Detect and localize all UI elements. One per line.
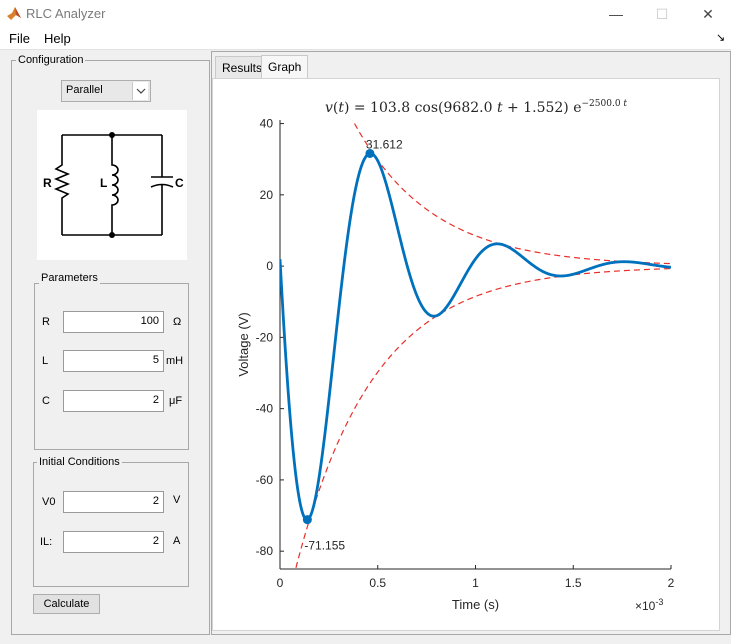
c-label: C xyxy=(42,395,50,407)
extrema-markers: 31.612 -71.155 xyxy=(302,137,403,553)
v0-label: V0 xyxy=(42,496,56,508)
y-tick-label: 40 xyxy=(260,117,274,131)
circuit-diagram: R L C xyxy=(37,110,187,260)
title-bar: RLC Analyzer — ☐ ✕ xyxy=(0,0,731,28)
x-axis-multiplier: ×10-3 xyxy=(635,597,663,613)
close-icon: ✕ xyxy=(702,5,714,22)
x-tick-label: 0 xyxy=(277,576,284,590)
parallel-rlc-schematic: R L C xyxy=(43,132,184,238)
plot-area xyxy=(280,120,671,569)
capacitor-label: C xyxy=(175,176,184,190)
configuration-panel xyxy=(11,60,210,635)
upper-envelope-line xyxy=(351,120,671,265)
window-title: RLC Analyzer xyxy=(26,6,106,21)
menu-bar: File Help ↘ xyxy=(0,28,731,50)
y-axis-label: Voltage (V) xyxy=(236,312,251,376)
voltage-chart: v(t) = 103.8 cos(9682.0 t + 1.552) e−250… xyxy=(236,99,675,613)
calculate-button[interactable]: Calculate xyxy=(33,594,100,614)
y-tick-label: -80 xyxy=(256,544,274,558)
chevron-down-icon xyxy=(132,82,148,100)
maximize-icon: ☐ xyxy=(655,5,669,22)
r-input[interactable]: 100 xyxy=(63,311,164,333)
v0-input[interactable]: 2 xyxy=(63,491,164,513)
menu-help[interactable]: Help xyxy=(44,31,71,46)
y-tick-label: -60 xyxy=(256,473,274,487)
tab-results[interactable]: Results xyxy=(215,56,270,78)
parameters-panel xyxy=(34,283,189,450)
topology-selected: Parallel xyxy=(66,84,103,96)
il-input[interactable]: 2 xyxy=(63,531,164,553)
x-axis-label: Time (s) xyxy=(452,597,499,612)
l-input[interactable]: 5 xyxy=(63,350,164,372)
x-tick-label: 1 xyxy=(472,576,479,590)
matlab-icon xyxy=(7,7,21,20)
minimize-icon: — xyxy=(609,6,623,22)
l-unit: mH xyxy=(166,355,184,367)
lower-envelope-line xyxy=(295,268,671,569)
extremum-label: -71.155 xyxy=(304,539,345,553)
configuration-title: Configuration xyxy=(16,54,86,66)
y-tick-label: -20 xyxy=(256,330,274,344)
minimize-button[interactable]: — xyxy=(593,0,639,28)
toolbar-toggle-icon[interactable]: ↘ xyxy=(716,32,726,44)
initial-conditions-title: Initial Conditions xyxy=(37,456,122,468)
chart-axes: 0 0.5 1 1.5 2 -80 -60 -40 -20 0 20 40 xyxy=(256,117,675,590)
initial-conditions-panel xyxy=(33,462,189,587)
v0-unit: V xyxy=(173,494,181,506)
x-tick-label: 0.5 xyxy=(369,576,386,590)
parameters-title: Parameters xyxy=(39,272,100,284)
close-button[interactable]: ✕ xyxy=(685,0,731,28)
tab-graph[interactable]: Graph xyxy=(261,55,309,79)
r-unit: Ω xyxy=(173,316,182,328)
resistor-label: R xyxy=(43,176,52,190)
chart-title: v(t) = 103.8 cos(9682.0 t + 1.552) e−250… xyxy=(325,99,627,116)
topology-dropdown[interactable]: Parallel xyxy=(61,80,151,102)
y-tick-label: 0 xyxy=(266,259,273,273)
il-label: IL: xyxy=(40,536,53,548)
extremum-label: 31.612 xyxy=(366,137,403,151)
x-tick-label: 2 xyxy=(668,576,675,590)
l-label: L xyxy=(42,355,49,367)
voltage-curve xyxy=(280,152,671,522)
il-unit: A xyxy=(173,535,181,547)
c-unit: μF xyxy=(169,395,183,407)
y-tick-label: 20 xyxy=(260,188,274,202)
y-tick-label: -40 xyxy=(256,402,274,416)
x-tick-label: 1.5 xyxy=(565,576,582,590)
r-label: R xyxy=(42,316,50,328)
inductor-label: L xyxy=(100,176,107,190)
menu-file[interactable]: File xyxy=(9,31,30,46)
maximize-button[interactable]: ☐ xyxy=(639,0,685,28)
extremum-marker xyxy=(302,515,312,525)
c-input[interactable]: 2 xyxy=(63,390,164,412)
extremum-marker xyxy=(365,148,375,158)
